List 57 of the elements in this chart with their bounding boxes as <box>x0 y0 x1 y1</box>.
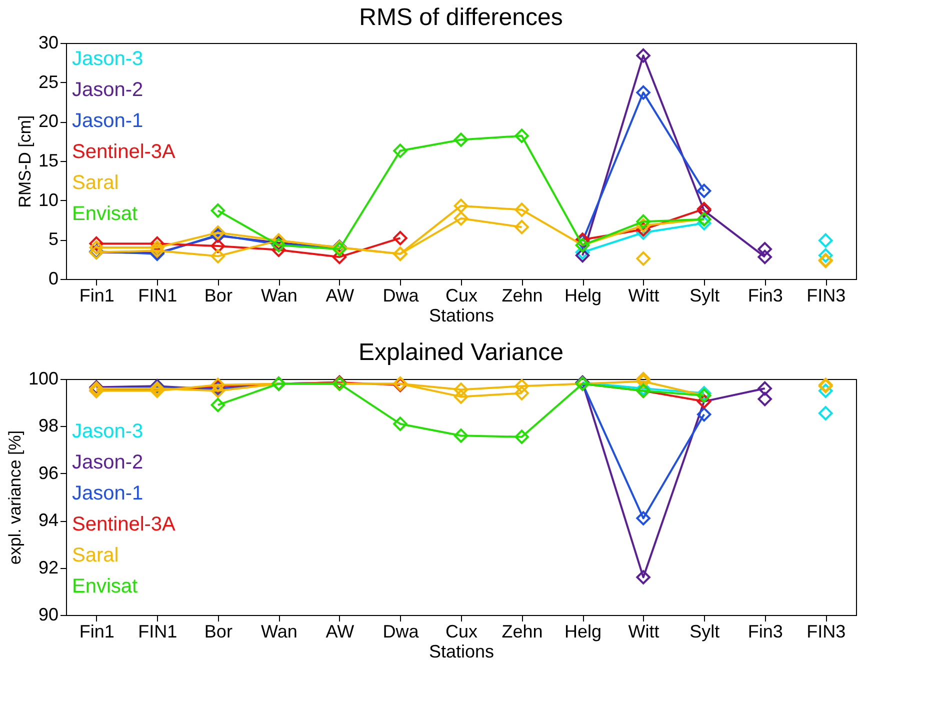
chart-title: RMS of differences <box>359 4 563 31</box>
x-axis-title: Stations <box>428 642 494 662</box>
text: Jason-1 <box>72 110 144 132</box>
x-tick-label: FIN1 <box>138 286 178 306</box>
x-tick-label: Fin1 <box>79 286 114 306</box>
x-tick-label: Helg <box>564 622 602 642</box>
x-tick-label: Bor <box>204 622 232 642</box>
x-tick-label: Bor <box>204 286 232 306</box>
y-tick-label: 100 <box>28 368 58 388</box>
text: Saral <box>72 544 119 566</box>
x-tick-label: AW <box>326 622 354 642</box>
y-tick-label: 5 <box>48 229 58 250</box>
x-tick-label: Wan <box>261 286 298 306</box>
x-tick-label: Helg <box>564 286 602 306</box>
x-tick-label: Fin3 <box>748 286 783 306</box>
x-tick-label: AW <box>326 286 354 306</box>
y-tick-label: 20 <box>38 111 58 132</box>
text: Jason-3 <box>72 420 144 442</box>
x-tick-label: Witt <box>628 622 660 642</box>
y-tick-label: 25 <box>38 72 58 92</box>
chart-title: Explained Variance <box>358 338 564 366</box>
y-axis-title: RMS-D [cm] <box>15 115 34 208</box>
text: Sentinel-3A <box>72 141 176 163</box>
y-tick-label: 0 <box>48 268 58 288</box>
x-tick-label: Fin3 <box>748 622 783 642</box>
x-tick-label: Sylt <box>690 622 720 642</box>
text: Jason-1 <box>72 482 144 504</box>
x-axis-title: Stations <box>428 306 494 326</box>
x-tick-label: Zehn <box>502 286 543 306</box>
y-tick-label: 96 <box>38 462 58 483</box>
x-tick-label: Fin1 <box>79 622 114 642</box>
text: Jason-2 <box>72 79 144 101</box>
x-tick-label: Cux <box>445 622 478 642</box>
x-tick-label: Sylt <box>690 286 720 306</box>
x-tick-label: Zehn <box>502 622 543 642</box>
text: Jason-3 <box>72 48 144 70</box>
text: Saral <box>72 172 119 194</box>
y-tick-label: 15 <box>38 150 58 170</box>
y-tick-label: 98 <box>38 416 58 436</box>
y-tick-label: 94 <box>38 510 58 530</box>
text: Envisat <box>72 203 138 225</box>
x-tick-label: Dwa <box>382 286 420 306</box>
x-tick-label: FIN3 <box>806 622 846 642</box>
x-tick-label: FIN3 <box>806 286 846 306</box>
y-tick-label: 90 <box>38 604 58 624</box>
y-tick-label: 92 <box>38 557 58 578</box>
y-axis-title: expl. variance [%] <box>5 430 24 565</box>
x-tick-label: Witt <box>628 286 660 306</box>
text: Jason-2 <box>72 452 144 474</box>
y-tick-label: 30 <box>38 32 58 52</box>
x-tick-label: Cux <box>445 286 478 306</box>
x-tick-label: Wan <box>261 622 298 642</box>
x-tick-label: Dwa <box>382 622 420 642</box>
x-tick-label: FIN1 <box>138 622 178 642</box>
y-tick-label: 10 <box>38 190 58 210</box>
text: Envisat <box>72 576 138 598</box>
text: Sentinel-3A <box>72 514 176 536</box>
